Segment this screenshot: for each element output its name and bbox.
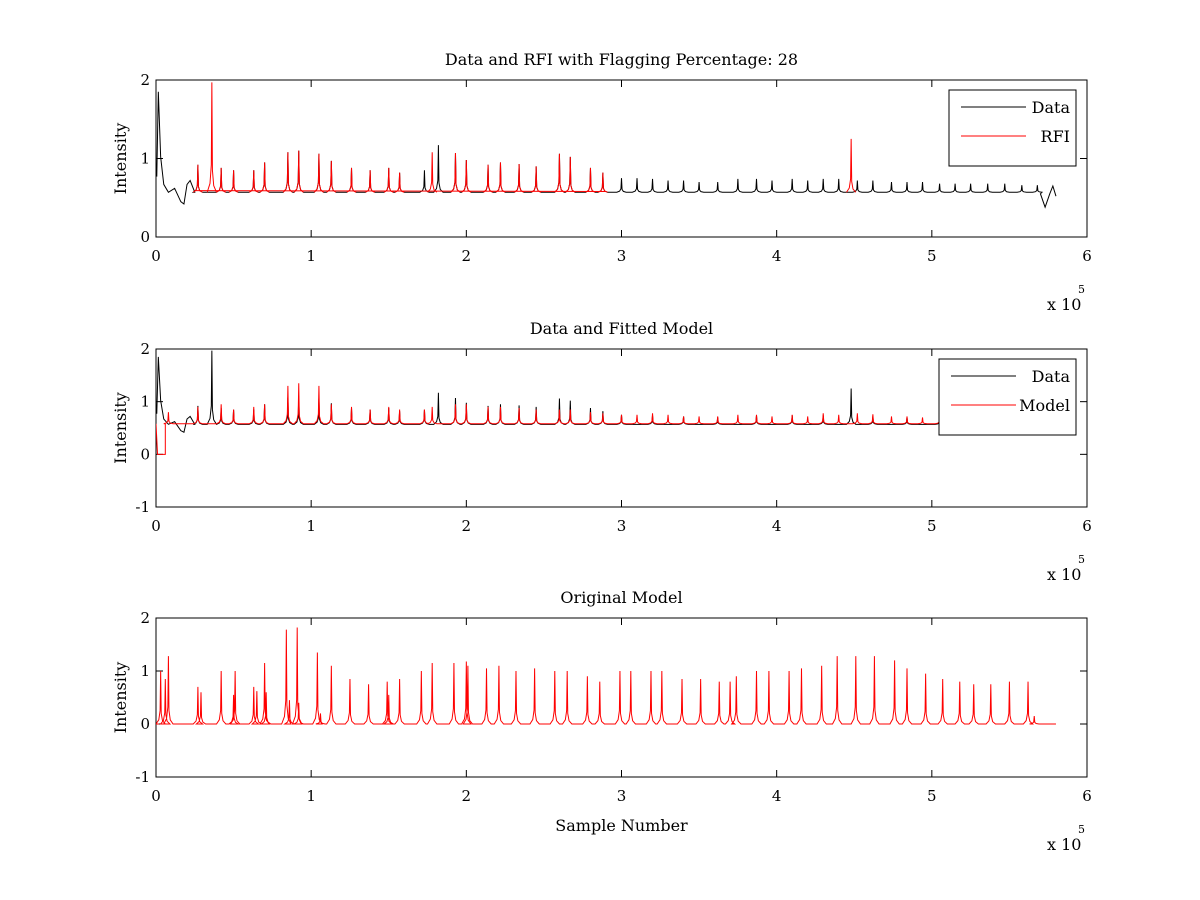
x-tick-label: 4 (772, 517, 782, 535)
x-tick-label: 2 (462, 517, 472, 535)
x-tick-label: 6 (1082, 247, 1092, 265)
legend-entry-label: Model (1019, 396, 1070, 415)
x-tick-label: 2 (462, 247, 472, 265)
x-tick-label: 0 (151, 517, 161, 535)
y-tick-label: -1 (135, 498, 150, 516)
series-line-rfi (228, 170, 239, 193)
series-line-model (156, 627, 1056, 725)
x-tick-label: 6 (1082, 787, 1092, 805)
series-line-rfi (293, 150, 304, 193)
series-line-rfi (483, 164, 493, 193)
series-line-rfi (206, 82, 217, 193)
chart-panel-1: Data and RFI with Flagging Percentage: 2… (111, 50, 1092, 314)
chart-title: Original Model (560, 588, 682, 607)
y-tick-label: 0 (140, 445, 150, 463)
x-tick-label: 0 (151, 247, 161, 265)
y-axis-label: Intensity (111, 662, 130, 734)
legend: Data RFI (948, 89, 1077, 167)
plot-area (156, 82, 1057, 209)
legend-entry-label: Data (1032, 98, 1071, 117)
series-line-rfi (554, 153, 565, 193)
y-tick-label: 1 (140, 662, 150, 680)
axes-box (155, 79, 1088, 238)
axes-box (155, 617, 1088, 778)
series-line-rfi (427, 152, 438, 193)
series-line-rfi (259, 162, 270, 193)
y-axis-label: Intensity (111, 392, 130, 464)
chart-title: Data and Fitted Model (530, 319, 713, 338)
x-tick-label: 5 (927, 787, 937, 805)
series-line-rfi (846, 138, 857, 193)
x-tick-label: 2 (462, 787, 472, 805)
series-line-rfi (383, 167, 394, 193)
x-tick-label: 4 (772, 787, 782, 805)
y-tick-label: 2 (140, 71, 150, 89)
x-tick-label: 5 (927, 517, 937, 535)
series-line-rfi (450, 152, 461, 193)
series-line-rfi (192, 164, 203, 193)
series-line-rfi (313, 153, 324, 193)
x-tick-label: 1 (306, 517, 316, 535)
legend-box (938, 358, 1077, 436)
series-line-rfi (248, 170, 259, 193)
x-multiplier-exponent: 5 (1078, 283, 1085, 296)
x-tick-label: 1 (306, 247, 316, 265)
x-axis-label: Sample Number (555, 816, 688, 835)
x-multiplier: x 10 (1047, 835, 1081, 854)
y-tick-label: 1 (140, 150, 150, 168)
series-line-rfi (326, 160, 337, 193)
y-axis-label: Intensity (111, 123, 130, 195)
legend-box (948, 89, 1077, 167)
legend-entry-label: RFI (1041, 127, 1070, 146)
series-line-rfi (346, 167, 357, 193)
y-tick-label: 2 (140, 340, 150, 358)
series-line-rfi (461, 160, 472, 193)
chart-title: Data and RFI with Flagging Percentage: 2… (445, 50, 798, 69)
series-line-rfi (216, 167, 227, 193)
x-tick-label: 3 (617, 247, 627, 265)
x-tick-label: 6 (1082, 517, 1092, 535)
series-line-rfi (394, 172, 405, 193)
series-line-rfi (495, 162, 506, 193)
x-tick-label: 0 (151, 787, 161, 805)
y-tick-label: 1 (140, 393, 150, 411)
series-line-rfi (365, 170, 375, 193)
y-tick-label: 0 (140, 715, 150, 733)
series-line-rfi (597, 172, 608, 193)
x-tick-label: 3 (617, 517, 627, 535)
y-tick-label: 2 (140, 609, 150, 627)
x-multiplier: x 10 (1047, 565, 1081, 584)
y-tick-label: 0 (140, 228, 150, 246)
series-line-data (156, 350, 1057, 436)
series-line-rfi (565, 156, 576, 193)
legend-entry-label: Data (1032, 367, 1071, 386)
series-line-rfi (514, 163, 525, 193)
x-multiplier-exponent: 5 (1078, 823, 1085, 836)
x-tick-label: 4 (772, 247, 782, 265)
x-tick-label: 5 (927, 247, 937, 265)
series-line-rfi (531, 166, 542, 193)
plot-area (156, 350, 1057, 455)
series-line-rfi (282, 152, 293, 193)
series-line-rfi (194, 190, 606, 192)
plot-area (156, 627, 1056, 725)
x-multiplier-exponent: 5 (1078, 553, 1085, 566)
x-tick-label: 3 (617, 787, 627, 805)
x-tick-label: 1 (306, 787, 316, 805)
series-line-rfi (585, 167, 596, 193)
y-tick-label: -1 (135, 768, 150, 786)
x-multiplier: x 10 (1047, 295, 1081, 314)
series-line-model (156, 383, 1056, 455)
legend: Data Model (938, 358, 1077, 436)
series-line-data (156, 91, 1057, 209)
